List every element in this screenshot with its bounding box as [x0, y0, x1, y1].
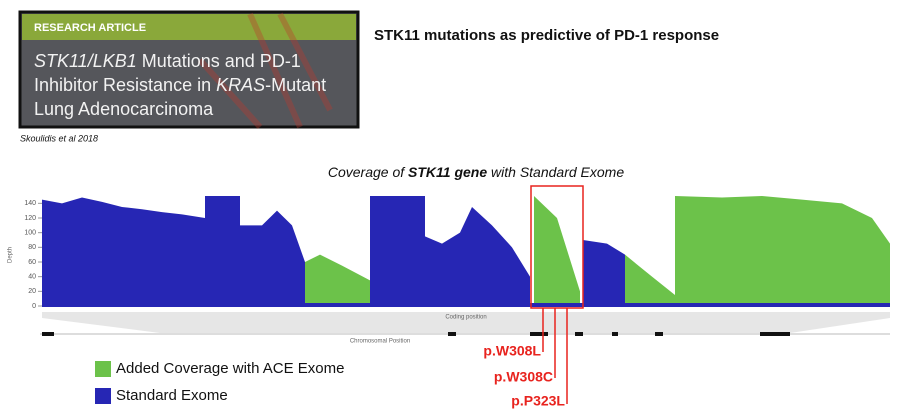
- x2-axis-label: Chromosomal Position: [350, 339, 410, 345]
- mutation-label: p.W308C: [494, 369, 553, 385]
- article-thumbnail: RESEARCH ARTICLE STK11/LKB1 Mutations an…: [18, 10, 360, 130]
- citation: Skoulidis et al 2018: [20, 133, 98, 143]
- article-title-part: STK11/LKB1: [34, 51, 137, 71]
- article-title-part: Mutations and PD-1: [137, 51, 301, 71]
- chart-title-part: Coverage of: [328, 164, 408, 180]
- mutation-lines: [542, 308, 568, 404]
- article-band: [22, 14, 356, 40]
- exon-marks: [42, 332, 790, 336]
- article-title-line: Inhibitor Resistance in KRAS-Mutant: [34, 75, 326, 95]
- y-tick-label: 60: [28, 259, 36, 266]
- article-title-part: Inhibitor Resistance in: [34, 75, 216, 95]
- y-tick-label: 40: [28, 274, 36, 281]
- article-title-part: KRAS: [216, 75, 265, 95]
- legend-swatch: [95, 388, 111, 404]
- y-axis-label: Depth: [8, 247, 14, 263]
- exon-mark: [760, 332, 790, 336]
- chromosome-projection: [42, 312, 890, 333]
- exon-mark: [655, 332, 663, 336]
- article-label: RESEARCH ARTICLE: [34, 22, 146, 34]
- y-tick-label: 140: [24, 200, 36, 207]
- y-tick-label: 100: [24, 230, 36, 237]
- legend: Added Coverage with ACE Exome Standard Ex…: [95, 360, 344, 404]
- y-tick-label: 0: [32, 303, 36, 310]
- highlight-box: [530, 185, 584, 309]
- exon-mark: [448, 332, 456, 336]
- mutation-label: p.P323L: [511, 393, 565, 409]
- mutation-label: p.W308L: [483, 343, 541, 359]
- plot: [42, 196, 890, 306]
- legend-label: Standard Exome: [116, 387, 228, 404]
- slide-title: STK11 mutations as predictive of PD-1 re…: [374, 27, 719, 44]
- exon-mark: [612, 332, 618, 336]
- y-tick-label: 120: [24, 215, 36, 222]
- article-title-part: Lung Adenocarcinoma: [34, 99, 214, 119]
- article-title-line: Lung Adenocarcinoma: [34, 99, 214, 119]
- exon-mark: [42, 332, 54, 336]
- exon-mark: [575, 332, 583, 336]
- article-title-part: -Mutant: [265, 75, 326, 95]
- article-title-line: STK11/LKB1 Mutations and PD-1: [34, 51, 301, 71]
- article-decoration: [197, 12, 333, 130]
- exon-mark: [530, 332, 548, 336]
- coverage-area: [305, 196, 890, 306]
- legend-label: Added Coverage with ACE Exome: [116, 360, 344, 377]
- chart-title: Coverage of STK11 gene with Standard Exo…: [328, 164, 624, 180]
- x-axis-label: Coding position: [445, 315, 486, 321]
- y-tick-label: 80: [28, 244, 36, 251]
- coverage-area: [42, 196, 625, 306]
- chart-title-part: STK11 gene: [408, 164, 487, 180]
- baseline-band: [42, 303, 890, 307]
- legend-swatch: [95, 361, 111, 377]
- y-tick-label: 20: [28, 288, 36, 295]
- chart-title-part: with Standard Exome: [487, 164, 624, 180]
